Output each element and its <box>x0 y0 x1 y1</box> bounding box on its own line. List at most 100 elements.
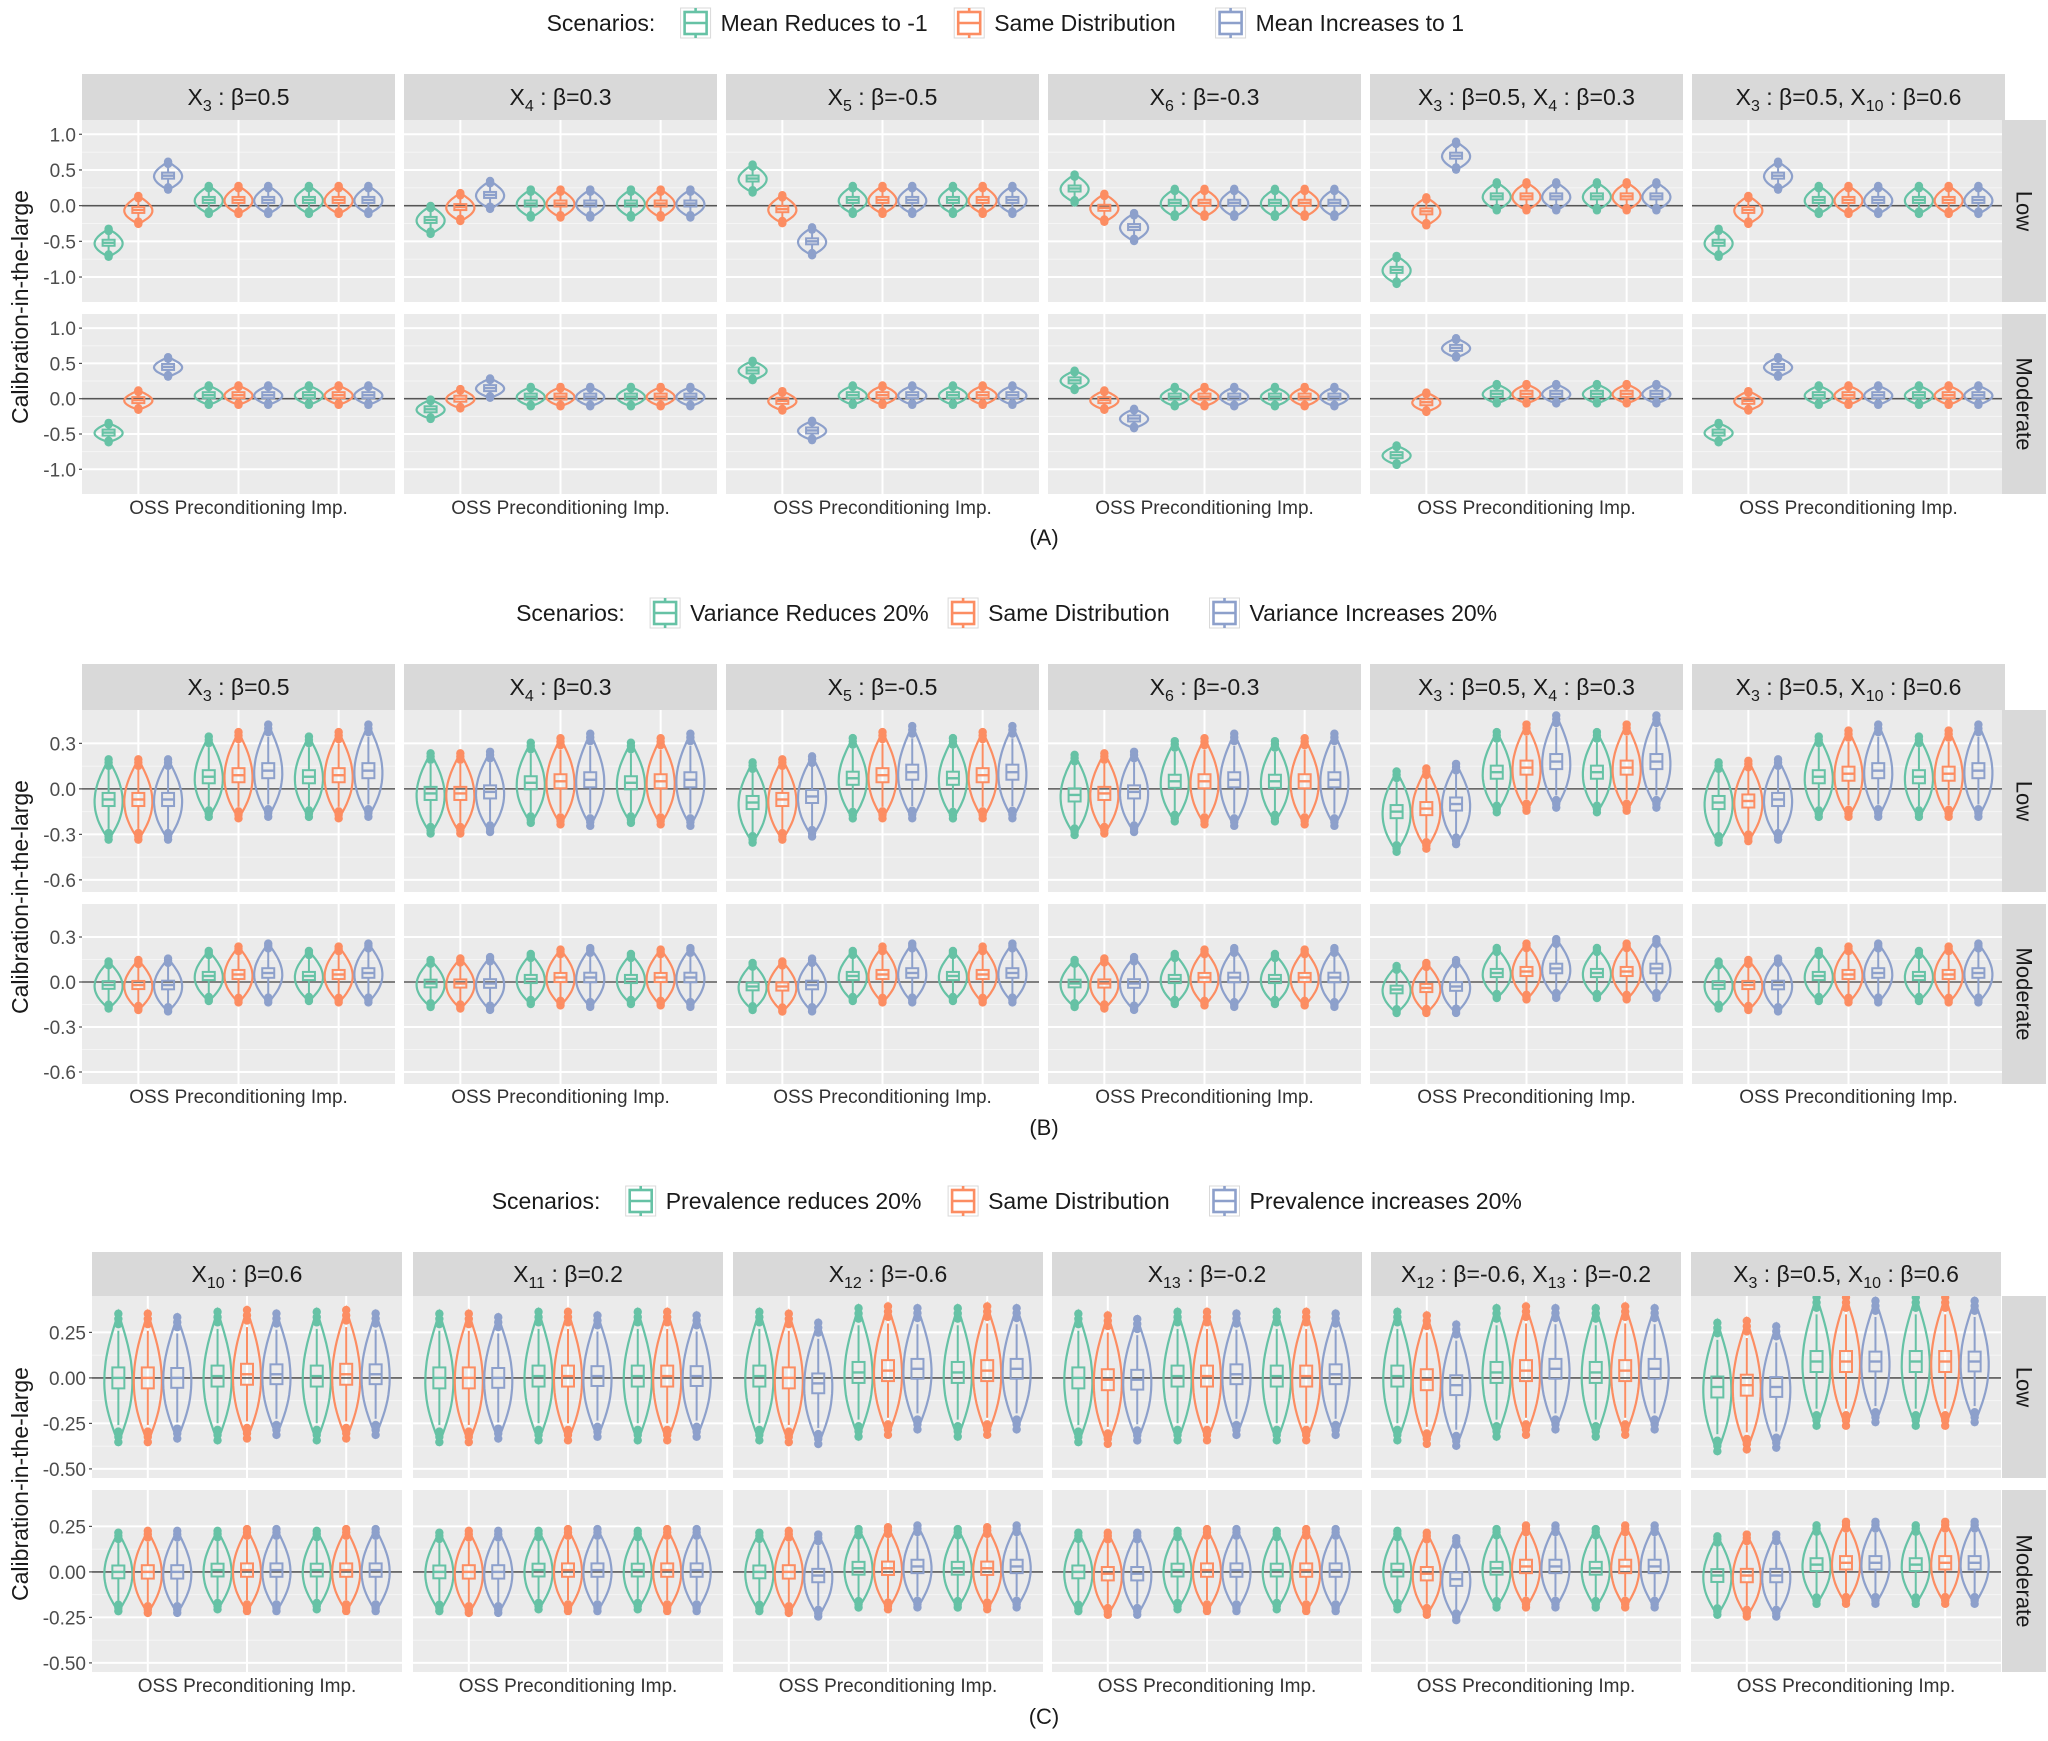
panel-label: (C) <box>1029 1704 1060 1729</box>
violin-mark <box>767 386 798 415</box>
outlier-point <box>1200 733 1209 743</box>
violin-mark <box>1289 945 1320 1010</box>
violin-mark <box>1900 1291 1931 1431</box>
outlier-point <box>978 942 987 951</box>
outlier-point <box>1714 224 1723 233</box>
violin-mark <box>997 181 1028 219</box>
facet-strip: X12 : β=-0.6, X13 : β=-0.2 <box>1371 1252 1681 1296</box>
outlier-point <box>1650 1521 1659 1530</box>
outlier-point <box>334 181 343 191</box>
outlier-point <box>426 749 435 758</box>
violin-mark <box>622 1306 653 1446</box>
facet-strip: X5 : β=-0.5 <box>726 74 1039 120</box>
violin-mark <box>997 939 1028 1007</box>
violin-mark <box>223 181 254 219</box>
outlier-point <box>1521 1302 1531 1311</box>
violin-mark <box>1933 381 1964 410</box>
facet-title-part: : β=-0.6 <box>862 1261 947 1287</box>
outlier-point <box>1100 749 1109 758</box>
outlier-point <box>1392 441 1401 450</box>
outlier-point <box>1008 381 1017 390</box>
facet-title-subscript: 3 <box>1751 98 1760 115</box>
outlier-point <box>1814 812 1823 822</box>
outlier-point <box>1202 1307 1212 1317</box>
outlier-point <box>1100 189 1109 198</box>
outlier-point <box>435 1606 444 1616</box>
facet-strip-background <box>1052 1252 1362 1296</box>
outlier-point <box>334 400 343 410</box>
outlier-point <box>1914 996 1924 1006</box>
outlier-point <box>134 955 143 965</box>
outlier-point <box>1331 1430 1340 1440</box>
outlier-point <box>1074 1528 1083 1537</box>
outlier-point <box>1622 379 1631 389</box>
violin-mark <box>897 181 928 219</box>
outlier-point <box>134 405 143 415</box>
violin-mark <box>1411 764 1442 853</box>
violin-mark <box>1930 1517 1961 1609</box>
y-tick-label: -0.3 <box>43 825 76 846</box>
outlier-point <box>626 949 636 959</box>
outlier-point <box>1492 178 1501 187</box>
violin-mark <box>202 1306 233 1446</box>
facet-title-part: X <box>1148 1261 1163 1287</box>
outlier-point <box>1492 993 1501 1003</box>
x-axis-label: OSS Preconditioning Imp. <box>773 498 992 519</box>
outlier-point <box>1713 1532 1722 1541</box>
outlier-point <box>1970 1296 1979 1306</box>
violin-mark <box>353 720 384 821</box>
violin-mark <box>1189 733 1220 829</box>
violin-mark <box>675 185 706 222</box>
violin-mark <box>1320 1524 1351 1616</box>
panel-label: (A) <box>1029 525 1058 550</box>
y-tick-label: 0.0 <box>50 197 76 218</box>
outlier-point <box>807 251 817 260</box>
outlier-point <box>1270 184 1280 194</box>
outlier-point <box>778 406 787 415</box>
violin-mark <box>582 1310 613 1442</box>
outlier-point <box>848 996 857 1006</box>
outlier-point <box>1772 1612 1781 1621</box>
violin-mark <box>132 1526 163 1618</box>
y-axis-title: Calibration-in-the-large <box>7 190 33 424</box>
violin-mark <box>474 176 506 214</box>
outlier-point <box>1330 1002 1339 1012</box>
outlier-point <box>1522 806 1531 815</box>
outlier-point <box>526 949 535 959</box>
outlier-point <box>1452 1320 1461 1329</box>
outlier-point <box>1393 1307 1402 1317</box>
outlier-point <box>534 1307 543 1317</box>
outlier-point <box>848 814 857 823</box>
facet-panel <box>1048 120 1361 302</box>
violin-mark <box>1900 1521 1931 1609</box>
violin-mark <box>483 1312 514 1444</box>
outlier-point <box>312 1526 321 1536</box>
outlier-point <box>334 942 343 951</box>
outlier-point <box>1422 221 1431 230</box>
violin-mark <box>1762 157 1794 194</box>
outlier-point <box>1521 1430 1531 1440</box>
outlier-point <box>878 814 887 823</box>
outlier-point <box>908 939 917 948</box>
facet-title-subscript: 3 <box>203 98 212 115</box>
violin-mark <box>1289 733 1320 829</box>
outlier-point <box>978 727 987 737</box>
x-axis-label: OSS Preconditioning Imp. <box>1737 1676 1956 1697</box>
violin-mark <box>615 185 647 222</box>
outlier-point <box>1944 998 1953 1007</box>
outlier-point <box>748 958 757 968</box>
outlier-point <box>426 395 435 404</box>
violin-mark <box>843 1524 874 1612</box>
outlier-point <box>1070 750 1079 760</box>
y-tick-label: 0.25 <box>49 1517 86 1538</box>
outlier-point <box>593 1432 602 1441</box>
violin-mark <box>737 356 768 385</box>
violin-mark <box>1703 957 1734 1013</box>
violin-mark <box>261 1524 292 1616</box>
violin-mark <box>1189 382 1220 411</box>
outlier-point <box>1974 812 1983 821</box>
outlier-point <box>1944 209 1953 219</box>
legend-key <box>1209 597 1240 629</box>
outlier-point <box>626 382 636 392</box>
outlier-point <box>686 382 695 392</box>
